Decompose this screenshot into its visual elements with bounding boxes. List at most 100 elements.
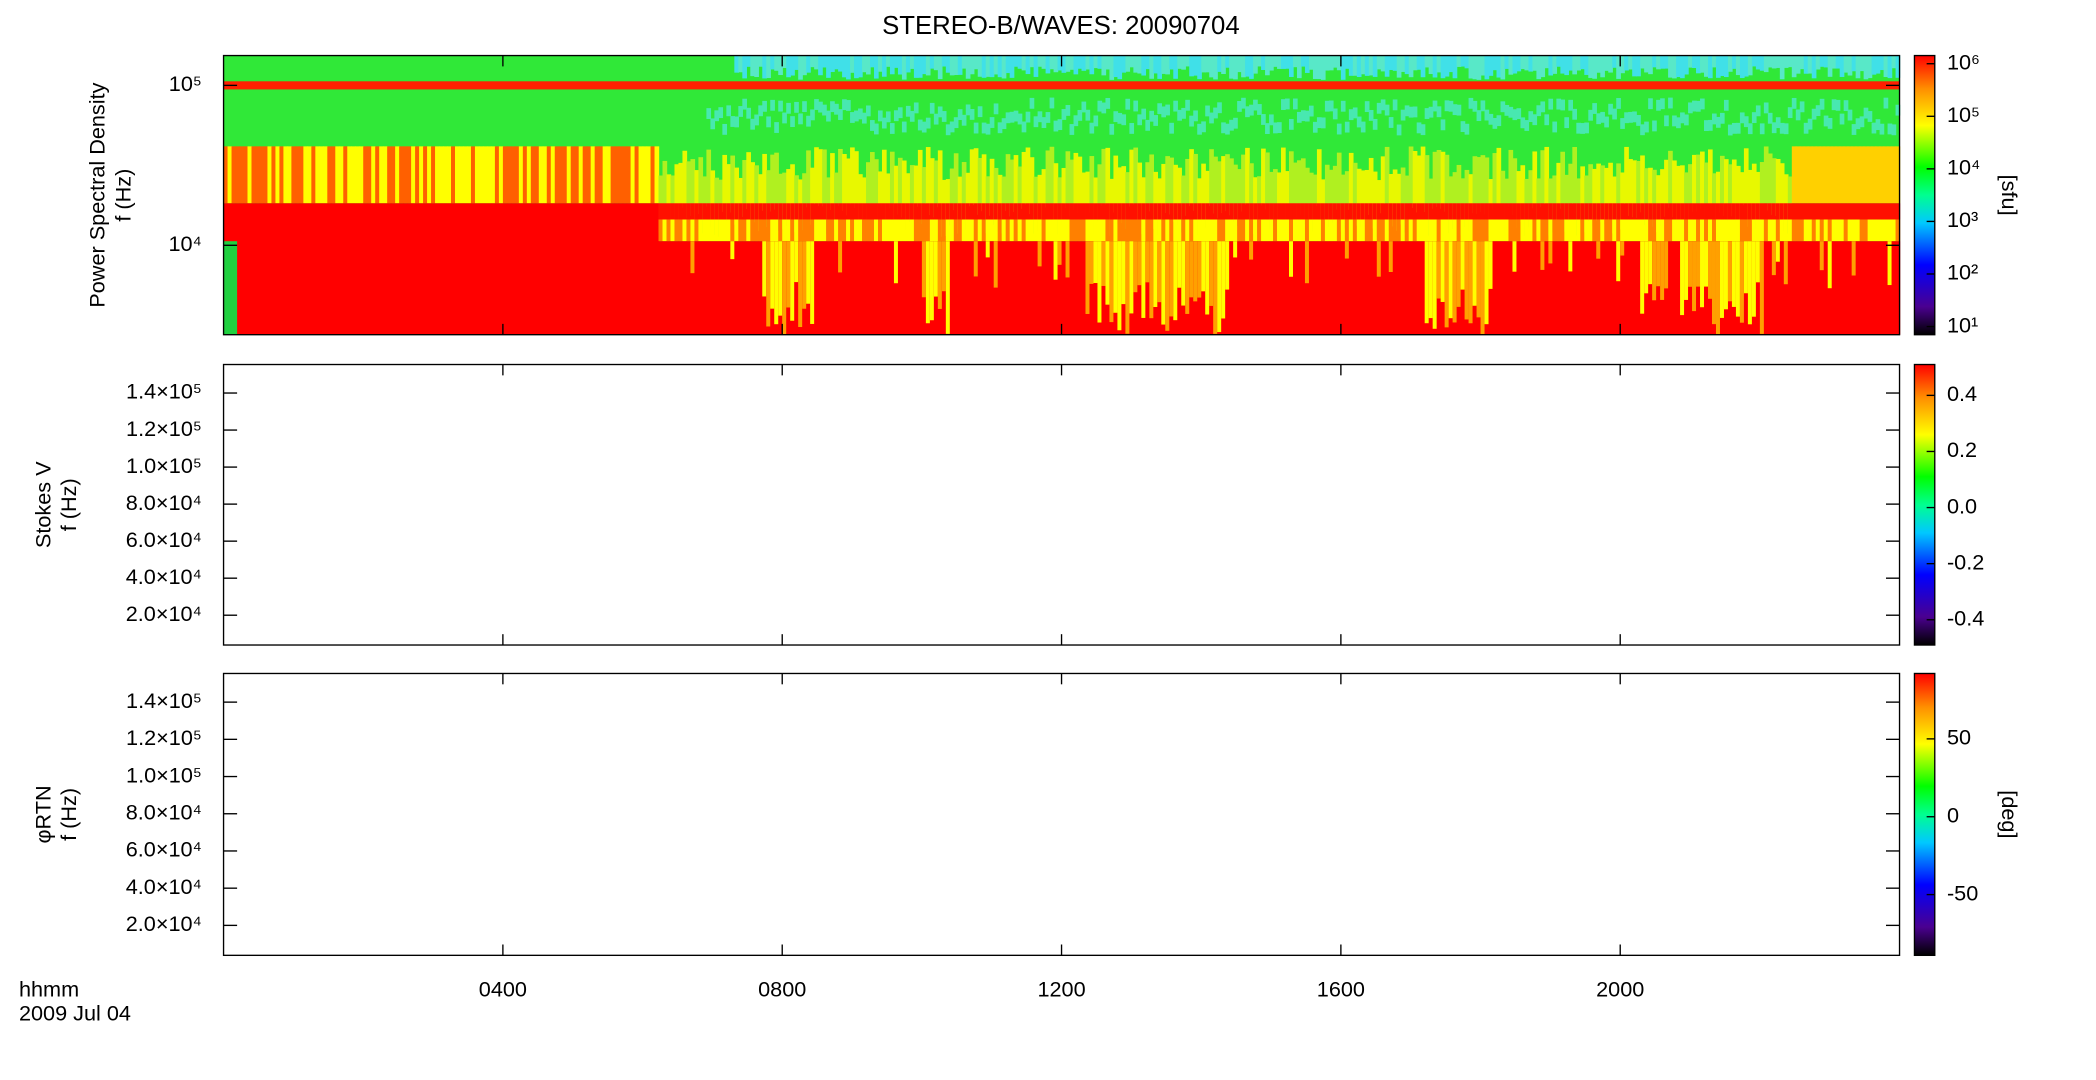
spectrogram-cell [1568,203,1574,220]
spectrogram-cell [1237,219,1242,242]
spectrogram-cell [1169,241,1174,317]
spectrogram-cell [790,55,795,76]
spectrogram-cell [674,164,680,222]
spectrogram-cell [678,219,684,242]
spectrogram-cell [1289,203,1294,220]
spectrogram-cell [1843,55,1849,73]
spectrogram-cell [1727,219,1733,242]
spectrogram-cell [542,146,548,204]
spectrogram-cell [1684,55,1689,75]
spectrogram-cell [854,203,859,220]
spectrogram-cell [1831,203,1837,220]
spectrogram-cell [363,203,368,335]
spectrogram-cell [889,241,895,335]
spectrogram-cell [1376,203,1382,220]
spectrogram-cell [933,113,939,125]
spectrogram-cell [1312,174,1318,232]
spectrogram-cell [782,55,787,68]
spectrogram-cell [1847,219,1853,242]
spectrogram-cell [1161,203,1166,220]
spectrogram-cell [1165,55,1170,75]
spectrogram-cell [1225,154,1230,212]
spectrogram-cell [810,219,815,242]
colorbar-tick-label: 0.0 [1947,493,1977,518]
spectrogram-cell [917,219,923,242]
spectrogram-cell [794,101,799,113]
y-tick-label: 6.0×10⁴ [126,527,202,552]
spectrogram-cell [1360,55,1366,75]
spectrogram-cell [1285,219,1290,242]
spectrogram-cell [941,219,947,242]
spectrogram-cell [1516,203,1522,220]
x-tick-label: 0800 [758,976,806,1001]
spectrogram-cell [1085,203,1091,220]
spectrogram-cell [1125,219,1131,242]
spectrogram-cell [562,146,568,204]
spectrogram-cell [582,203,588,335]
spectrogram-cell [1328,55,1334,71]
spectrogram-cell [806,241,811,304]
spectrogram-cell [778,203,783,220]
spectrogram-cell [826,219,831,242]
spectrogram-cell [1628,111,1633,123]
spectrogram-cell [1253,203,1258,220]
spectrogram-cell [1045,203,1051,220]
spectrogram-cell [1448,241,1454,319]
spectrogram-cell [1065,219,1071,242]
spectrogram-cell [1289,241,1294,277]
spectrogram-cell [941,55,947,67]
spectrogram-cell [1839,55,1845,77]
spectrogram-cell [1300,110,1306,122]
colorbar [1913,54,1936,336]
spectrogram-cell [1795,109,1801,121]
spectrogram-cell [1540,241,1546,335]
spectrogram-cell [702,241,708,335]
spectrogram-cell [1077,219,1083,242]
spectrogram-cell [1823,219,1829,242]
spectrogram-cell [1544,241,1550,335]
spectrogram-cell [1628,241,1633,335]
spectrogram-cell [1739,203,1745,220]
spectrogram-cell [1604,55,1609,71]
spectrogram-cell [1013,241,1019,335]
spectrogram-cell [1608,55,1613,73]
spectrogram-cell [1432,219,1438,242]
spectrogram-cell [618,203,624,335]
spectrogram-cell [530,146,536,204]
spectrogram-cell [235,203,241,335]
spectrogram-cell [798,55,803,80]
spectrogram-cell [1787,203,1793,220]
spectrogram-cell [1763,146,1769,204]
spectrogram-cell [1189,55,1194,77]
spectrogram-cell [1464,219,1470,242]
spectrogram-cell [1624,241,1629,335]
spectrogram-cell [1412,55,1418,71]
spectrogram-cell [1065,241,1071,278]
spectrogram-cell [862,112,867,124]
spectrogram-cell [814,219,819,242]
spectrogram-cell [1121,114,1127,126]
spectrogram-cell [311,203,317,335]
spectrogram-cell [945,124,951,136]
spectrogram-cell [1428,106,1434,118]
spectrogram-cell [474,203,480,335]
spectrogram-cell [1093,55,1099,69]
spectrogram-cell [778,219,783,242]
spectrogram-cell [339,146,344,204]
spectrogram-cell [1352,55,1358,76]
spectrogram-cell [1540,150,1546,208]
spectrogram-cell [973,55,979,70]
spectrogram-cell [1241,203,1246,220]
spectrogram-cell [1021,151,1027,209]
spectrogram-cell [1205,105,1210,117]
spectrogram-cell [901,203,907,220]
spectrogram-cell [303,203,309,335]
spectrogram-cell [1129,219,1135,242]
spectrogram-cell [1855,203,1861,220]
spectrogram-cell [1600,55,1605,78]
spectrogram-cell [1217,241,1222,333]
spectrogram-cell [387,203,392,335]
y-tick-label: 4.0×10⁴ [126,564,202,589]
spectrogram-cell [1428,55,1434,75]
